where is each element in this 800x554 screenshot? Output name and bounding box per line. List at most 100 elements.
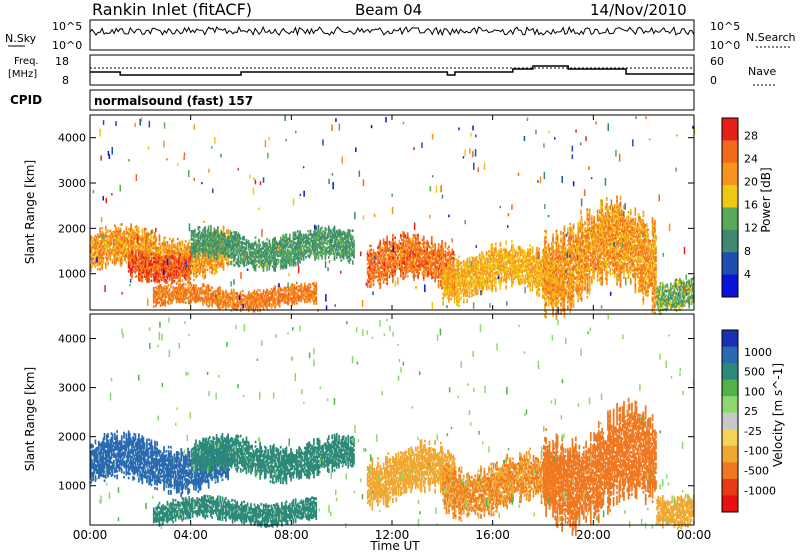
echo-cell [228, 294, 231, 297]
echo-cell [321, 250, 323, 254]
echo-cell [209, 232, 211, 235]
echo-cell [117, 243, 120, 246]
echo-cell [277, 290, 280, 294]
echo-cell [189, 252, 192, 256]
echo-cell [226, 249, 228, 253]
echo-cell [372, 283, 375, 287]
echo-cell [190, 230, 193, 233]
echo-cell [131, 252, 133, 255]
echo-cell [228, 254, 231, 257]
echo-cell [181, 262, 184, 265]
echo-cell [108, 241, 110, 244]
echo-cell [308, 237, 311, 240]
echo-cell [324, 237, 327, 240]
echo-cell [165, 287, 168, 290]
echo-cell [150, 244, 153, 247]
echo-cell [285, 259, 288, 263]
echo-cell [193, 236, 195, 239]
echo-cell [206, 243, 209, 247]
echo-cell [380, 260, 383, 264]
echo-cell [329, 240, 331, 244]
echo-cell [262, 297, 265, 300]
echo-cell [93, 263, 96, 266]
echo-cell [188, 267, 191, 271]
echo-cell [96, 263, 99, 267]
echo-cell [132, 243, 134, 247]
echo-cell [300, 245, 303, 249]
echo-cell [138, 270, 140, 274]
echo-cell [163, 279, 165, 283]
echo-cell [294, 255, 297, 259]
echo-cell [184, 287, 187, 290]
echo-cell [144, 257, 147, 260]
echo-cell [339, 256, 342, 259]
echo-cell [92, 243, 94, 246]
echo-cell [148, 253, 150, 257]
echo-cell [135, 233, 138, 236]
echo-cell [366, 273, 369, 276]
echo-cell [195, 294, 197, 298]
echo-cell [390, 257, 393, 261]
echo-cell [138, 234, 140, 237]
echo-cell [282, 248, 284, 252]
echo-cell [276, 246, 279, 249]
echo-cell [387, 266, 390, 269]
echo-cell [182, 272, 185, 276]
echo-cell [274, 305, 276, 309]
echo-cell [382, 240, 385, 243]
echo-cell [146, 258, 148, 262]
echo-cell [229, 302, 232, 306]
echo-cell [115, 249, 117, 252]
echo-cell [144, 277, 147, 281]
echo-cell [227, 293, 229, 296]
echo-cell [270, 254, 273, 258]
echo-cell [143, 259, 146, 262]
echo-cell [384, 255, 386, 259]
echo-cell [300, 283, 303, 286]
echo-cell [134, 271, 137, 274]
echo-cell [119, 241, 122, 245]
echo-cell [314, 238, 316, 241]
echo-cell [279, 259, 282, 262]
echo-cell [141, 248, 144, 252]
echo-cell [275, 240, 277, 244]
echo-cell [212, 243, 215, 247]
echo-cell [165, 259, 168, 262]
echo-cell [257, 243, 259, 247]
echo-cell [207, 286, 210, 290]
echo-cell [292, 290, 295, 293]
echo-cell [204, 254, 207, 258]
echo-cell [122, 246, 124, 250]
echo-cell [101, 239, 104, 242]
echo-cell [213, 231, 216, 235]
echo-cell [277, 295, 280, 298]
echo-cell [249, 293, 251, 297]
echo-cell [122, 254, 124, 258]
echo-cell [114, 244, 116, 248]
echo-cell [131, 266, 133, 270]
echo-cell [305, 256, 307, 259]
echo-cell [127, 227, 130, 231]
echo-cell [214, 267, 217, 271]
echo-cell [371, 272, 374, 275]
echo-cell [195, 300, 197, 304]
echo-cell [181, 242, 184, 245]
echo-cell [246, 294, 249, 297]
echo-cell [90, 263, 92, 267]
echo-cell [118, 243, 121, 247]
echo-cell [221, 263, 224, 266]
echo-cell [284, 246, 287, 249]
echo-cell [189, 269, 192, 272]
echo-cell [190, 263, 193, 266]
echo-cell [181, 279, 184, 282]
echo-cell [174, 272, 177, 276]
echo-cell [313, 300, 315, 303]
echo-cell [301, 252, 304, 255]
echo-cell [209, 234, 211, 237]
echo-cell [195, 292, 197, 296]
echo-cell [274, 247, 276, 250]
echo-cell [117, 241, 120, 244]
echo-cell [260, 247, 263, 251]
echo-cell [241, 247, 243, 250]
echo-cell [225, 254, 227, 257]
